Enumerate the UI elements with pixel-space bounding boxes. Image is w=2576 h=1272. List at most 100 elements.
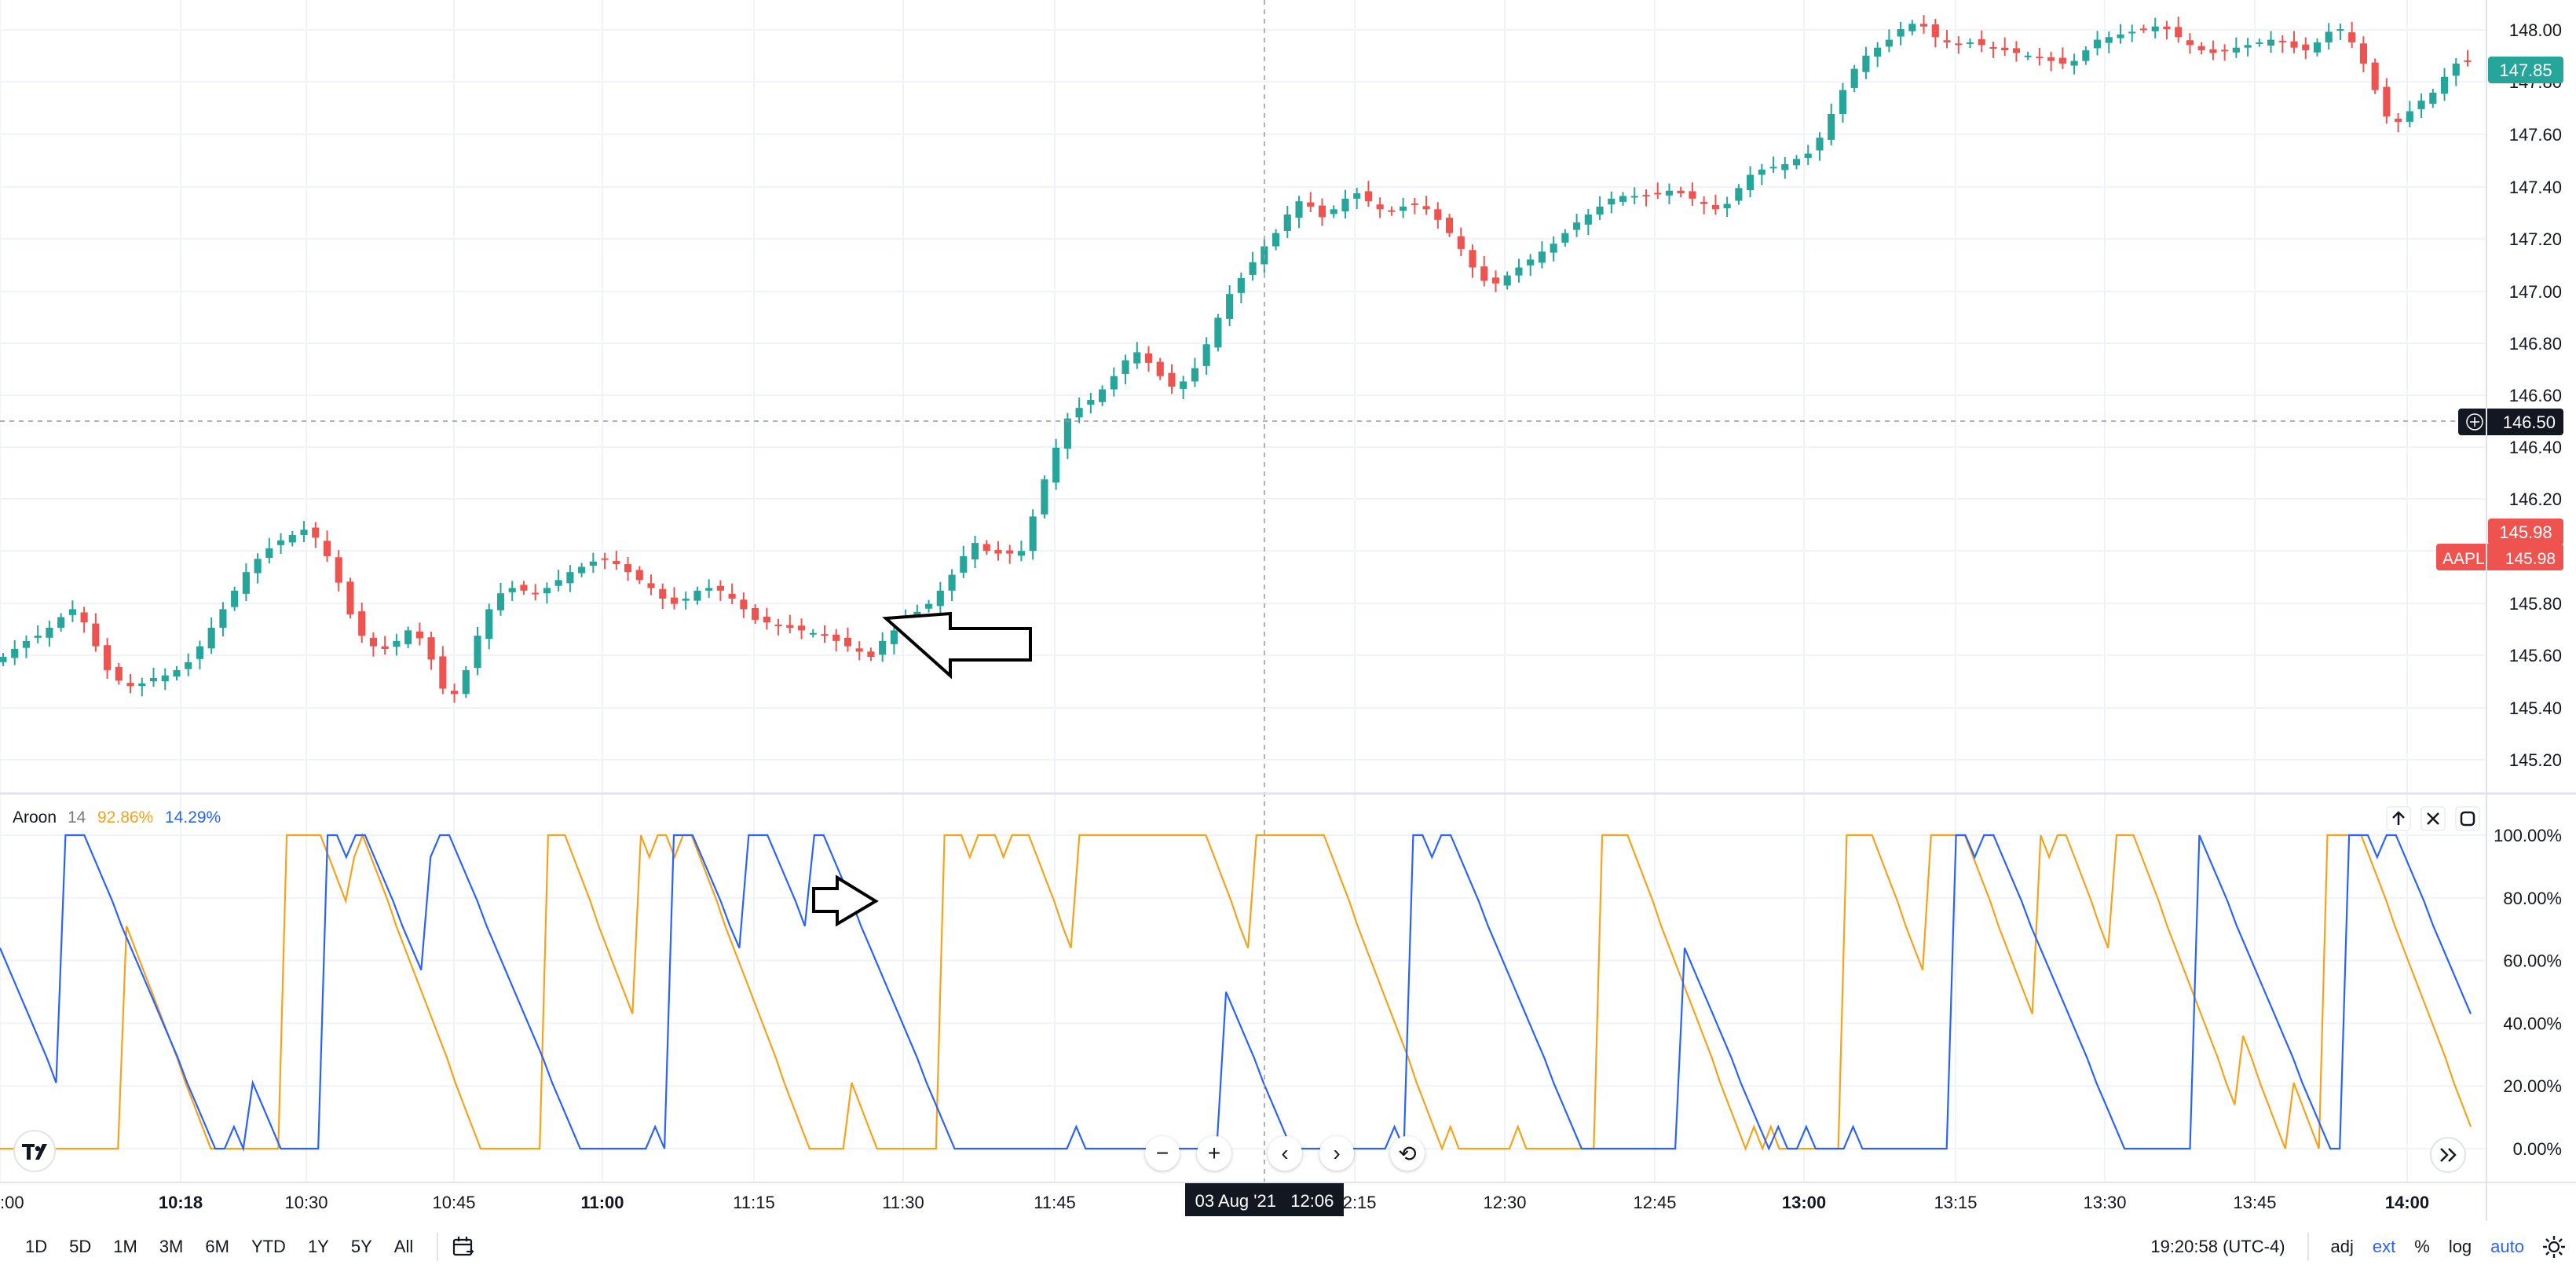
candle (485, 603, 493, 650)
candle (1422, 196, 1430, 215)
candle (2290, 31, 2298, 53)
svg-text:146.50: 146.50 (2503, 412, 2556, 432)
percent-toggle[interactable]: % (2414, 1236, 2430, 1256)
adj-toggle[interactable]: adj (2330, 1236, 2354, 1256)
candle (2440, 68, 2449, 101)
candle (635, 566, 643, 585)
close-pane-icon[interactable] (2420, 806, 2446, 831)
aroon-legend-title[interactable]: Aroon (13, 808, 57, 827)
time-tick-label: :00 (0, 1193, 24, 1212)
candle (578, 563, 586, 577)
aroon-legend-up: 92.86% (97, 808, 153, 827)
tradingview-logo[interactable] (13, 1130, 56, 1172)
price-tick-label: 148.00 (2509, 20, 2562, 40)
scroll-right-button[interactable]: › (1319, 1136, 1354, 1171)
candle (752, 603, 759, 624)
candle (1758, 163, 1766, 185)
candle (843, 627, 852, 652)
zoom-in-button[interactable]: + (1197, 1136, 1231, 1171)
auto-toggle[interactable]: auto (2490, 1236, 2524, 1256)
range-ytd-button[interactable]: YTD (251, 1236, 286, 1256)
time-tick-label: 11:00 (580, 1193, 624, 1212)
clock-time[interactable]: 19:20:58 (UTC-4) (2150, 1236, 2285, 1256)
candle (2209, 40, 2217, 60)
reset-chart-button[interactable]: ⟲ (1390, 1136, 1425, 1171)
candle (2221, 44, 2229, 61)
candle (1180, 376, 1187, 400)
price-tick-label: 147.40 (2509, 178, 2562, 197)
toolbar-separator (437, 1232, 439, 1261)
svg-text:AAPL: AAPL (2442, 550, 2485, 568)
candle (92, 613, 100, 652)
time-tick-label: 10:18 (159, 1193, 203, 1212)
move-pane-up-icon[interactable] (2386, 806, 2411, 831)
price-tick-label: 145.40 (2509, 698, 2562, 718)
candle (728, 583, 736, 604)
candle (2406, 101, 2413, 128)
candle (2024, 51, 2032, 60)
candle (462, 665, 470, 698)
candle (971, 536, 979, 569)
log-toggle[interactable]: log (2448, 1236, 2472, 1256)
candle (0, 653, 7, 666)
candle (1943, 30, 1951, 49)
candle (1850, 64, 1858, 92)
aroon-axis[interactable]: 100.00% 80.00% 60.00% 40.00% 20.00% 0.00% (2494, 826, 2562, 1159)
time-axis[interactable]: :00 10:18 10:30 10:45 11:00 11:15 11:30 11:45 12… (0, 1193, 2429, 1212)
candle (2197, 42, 2205, 55)
candle (207, 617, 215, 654)
candle (2383, 78, 2391, 124)
candle (126, 673, 134, 694)
range-all-button[interactable]: All (393, 1236, 414, 1256)
time-tick-label: 13:30 (2083, 1193, 2126, 1212)
candle (2336, 24, 2344, 40)
price-tick-label: 145.80 (2509, 594, 2562, 614)
candle (1781, 156, 1789, 179)
candle (1307, 192, 1315, 213)
candle (149, 667, 158, 687)
candle (496, 583, 505, 616)
ext-toggle[interactable]: ext (2372, 1236, 2396, 1256)
calendar-icon[interactable] (451, 1234, 476, 1259)
price-axis[interactable]: 148.00147.80147.60147.40147.20147.00146.… (2509, 20, 2562, 770)
zoom-out-button[interactable]: − (1145, 1136, 1180, 1171)
range-1m-button[interactable]: 1M (113, 1236, 137, 1256)
candle (1931, 18, 1939, 48)
aroon-tick-label: 100.00% (2494, 826, 2562, 845)
range-5y-button[interactable]: 5Y (350, 1236, 372, 1256)
range-3m-button[interactable]: 3M (159, 1236, 184, 1256)
bottom-toolbar: 1D 5D 1M 3M 6M YTD 1Y 5Y All 19:20:58 (U… (0, 1221, 2576, 1272)
candle (1110, 367, 1118, 397)
candle (508, 581, 516, 601)
candle (1978, 30, 1985, 53)
candle (797, 618, 806, 640)
candle (1920, 15, 1928, 34)
candle (2371, 58, 2379, 94)
range-5d-button[interactable]: 5D (69, 1236, 92, 1256)
chart-canvas[interactable]: 148.00147.80147.60147.40147.20147.00146.… (0, 0, 2576, 1221)
range-6m-button[interactable]: 6M (205, 1236, 229, 1256)
scroll-left-button[interactable]: ‹ (1268, 1136, 1302, 1171)
price-tick-label: 146.20 (2509, 489, 2562, 509)
scroll-to-realtime-icon[interactable] (2430, 1137, 2466, 1173)
aapl-symbol-tag: AAPL 145.98 (2436, 544, 2563, 570)
time-tick-label: 14:00 (2385, 1193, 2429, 1212)
candle (2070, 53, 2078, 75)
maximize-pane-icon[interactable] (2455, 806, 2480, 831)
last-price-label: 147.85 (2488, 57, 2563, 83)
candle (1654, 182, 1662, 200)
candle (439, 646, 447, 695)
candle (1341, 189, 1349, 219)
candle (1816, 132, 1824, 161)
candle (1897, 21, 1905, 46)
range-1y-button[interactable]: 1Y (307, 1236, 329, 1256)
candle (2047, 51, 2055, 71)
candle (925, 599, 933, 613)
candle (2417, 93, 2425, 119)
gear-icon[interactable] (2538, 1231, 2570, 1263)
candle (613, 550, 620, 570)
aroon-lines (0, 832, 2472, 1153)
candle (1202, 337, 1210, 376)
range-1d-button[interactable]: 1D (25, 1236, 48, 1256)
candle (242, 563, 250, 601)
